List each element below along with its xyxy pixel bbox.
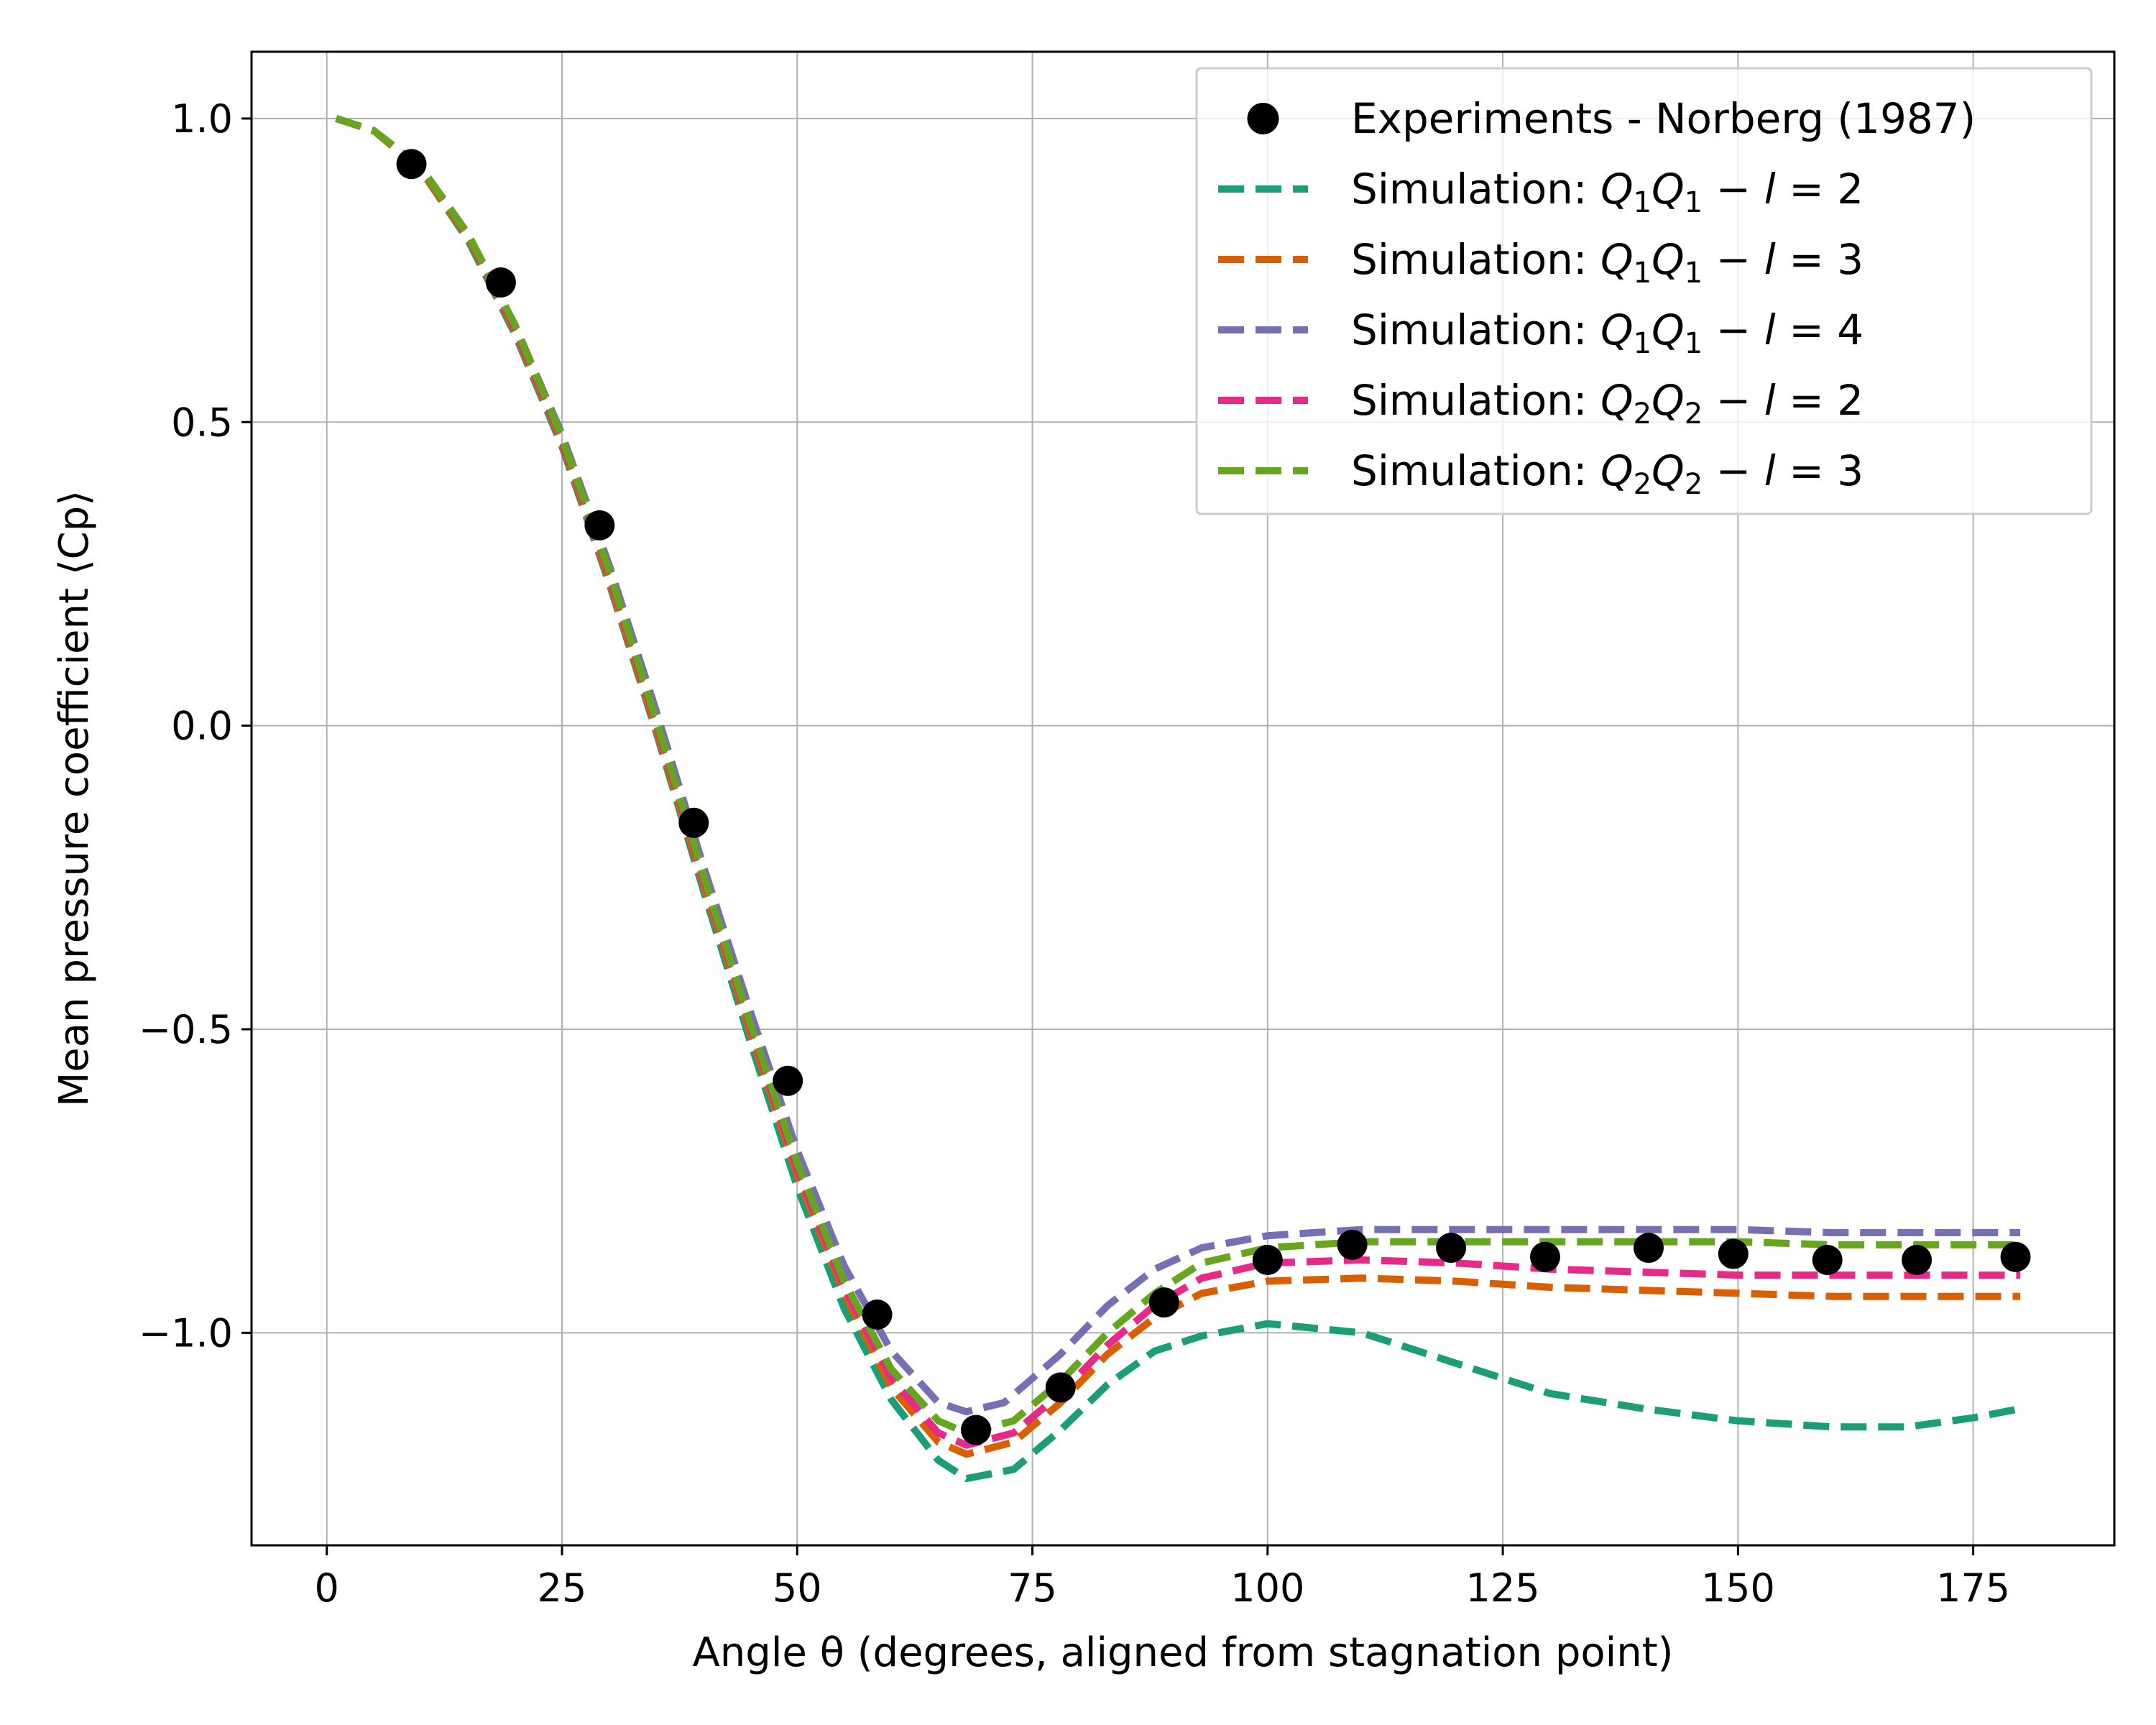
legend-items: Experiments - Norberg (1987) Simulation: … (1218, 94, 1976, 501)
experiment-point (1718, 1238, 1749, 1269)
legend-label-part: l (1764, 376, 1776, 425)
x-tick-label: 25 (538, 1565, 587, 1611)
legend-label-part: − (1703, 165, 1764, 213)
experiment-point (1530, 1241, 1560, 1272)
x-tick-label: 150 (1701, 1565, 1775, 1611)
experiment-point (2000, 1241, 2031, 1272)
experiment-point (1634, 1233, 1664, 1264)
experiment-point (773, 1065, 803, 1096)
experiment-points (396, 149, 2031, 1445)
legend-label-part: l (1764, 305, 1776, 354)
legend-label-5: Simulation: Q2Q2 − l = 3 (1351, 446, 1864, 501)
plot-frame (250, 50, 2116, 1547)
y-tick-label: 0.0 (171, 704, 233, 749)
legend-label-part: = (1776, 376, 1837, 425)
legend-label-part: 1 (1634, 257, 1651, 290)
legend-label-part: l (1764, 235, 1776, 284)
ticks: 0 25 50 75 100 125 150 175 1.0 0.5 0.0 −0.5 −1.0 (139, 96, 2010, 1611)
legend-label-part: 1 (1685, 327, 1703, 360)
legend-label-part: = (1776, 446, 1837, 495)
legend-label-3: Simulation: Q1Q1 − l = 4 (1351, 305, 1864, 360)
legend-label-2: Simulation: Q1Q1 − l = 3 (1351, 235, 1864, 290)
legend-label-part: 2 (1685, 468, 1703, 501)
legend-label-1: Simulation: Q1Q1 − l = 2 (1351, 165, 1864, 219)
x-tick-label: 50 (773, 1565, 822, 1611)
y-tick-label: 0.5 (171, 400, 233, 445)
experiment-point (396, 149, 427, 180)
y-axis-label: Mean pressure coefficient ⟨Cp⟩ (51, 490, 98, 1107)
legend-label-part: 1 (1634, 327, 1651, 360)
y-tick-label: −1.0 (139, 1310, 233, 1356)
series-line-2 (335, 115, 2021, 1458)
experiment-point (1252, 1244, 1283, 1275)
legend-label-part: Q (1651, 305, 1685, 354)
legend-label-part: Q (1651, 446, 1685, 495)
y-tick-label: −0.5 (139, 1007, 233, 1052)
legend-label-part: 2 (1685, 397, 1703, 431)
experiment-point (584, 510, 615, 540)
legend-label-part: Q (1600, 376, 1634, 425)
legend-label-part: Q (1651, 165, 1685, 213)
legend-label-part: = (1776, 235, 1837, 284)
x-tick-label: 75 (1008, 1565, 1057, 1611)
legend-label-part: Q (1600, 446, 1634, 495)
legend-label-4: Simulation: Q2Q2 − l = 2 (1351, 376, 1864, 431)
x-tick-label: 100 (1230, 1565, 1304, 1611)
experiment-point (862, 1300, 893, 1330)
legend-label-part: − (1703, 305, 1764, 354)
x-axis-label: Angle θ (degrees, aligned from stagnatio… (692, 1629, 1673, 1676)
legend-label-part: Simulation: (1351, 235, 1600, 284)
legend-marker-experiments (1247, 103, 1279, 134)
experiment-point (1436, 1233, 1467, 1264)
experiment-point (1148, 1287, 1179, 1318)
legend-label-experiments: Experiments - Norberg (1987) (1351, 94, 1976, 143)
experiment-point (1045, 1372, 1076, 1403)
experiment-point (678, 807, 709, 838)
x-tick-label: 125 (1466, 1565, 1540, 1611)
legend-label-part: 2 (1634, 397, 1651, 431)
legend-label-part: Q (1651, 235, 1685, 284)
experiment-point (1337, 1229, 1368, 1260)
legend-label-part: Q (1600, 305, 1634, 354)
legend-label-part: 3 (1837, 446, 1864, 495)
legend-label-part: l (1764, 446, 1776, 495)
series-line-3 (335, 115, 2021, 1416)
experiment-point (485, 267, 516, 298)
legend-box (1195, 67, 2093, 515)
experiment-point (961, 1414, 991, 1445)
legend-label-part: Simulation: (1351, 376, 1600, 425)
y-tick-label: 1.0 (171, 96, 233, 142)
legend-label-part: 1 (1685, 186, 1703, 219)
legend-label-part: Simulation: (1351, 165, 1600, 213)
legend-label-part: 2 (1837, 165, 1864, 213)
legend-label-part: Q (1651, 376, 1685, 425)
legend-label-part: = (1776, 305, 1837, 354)
legend-label-part: 2 (1634, 468, 1651, 501)
legend-label-part: 1 (1685, 257, 1703, 290)
legend-label-part: Simulation: (1351, 446, 1600, 495)
legend-label-part: Q (1600, 235, 1634, 284)
legend-label-part: 1 (1634, 186, 1651, 219)
series-line-4 (335, 115, 2021, 1449)
legend-label-part: 3 (1837, 235, 1864, 284)
legend-label-part: = (1776, 165, 1837, 213)
experiment-point (1812, 1244, 1843, 1275)
legend-label-part: Simulation: (1351, 305, 1600, 354)
legend-label-part: 4 (1837, 305, 1864, 354)
experiment-point (1902, 1244, 1932, 1275)
x-tick-label: 175 (1936, 1565, 2010, 1611)
legend-label-part: − (1703, 376, 1764, 425)
legend-label-part: − (1703, 235, 1764, 284)
x-tick-label: 0 (315, 1565, 339, 1611)
legend-label-part: l (1764, 165, 1776, 213)
legend-label-part: − (1703, 446, 1764, 495)
legend: Experiments - Norberg (1987) Simulation: … (1195, 67, 2093, 515)
legend-label-part: 2 (1837, 376, 1864, 425)
legend-label-part: Q (1600, 165, 1634, 213)
